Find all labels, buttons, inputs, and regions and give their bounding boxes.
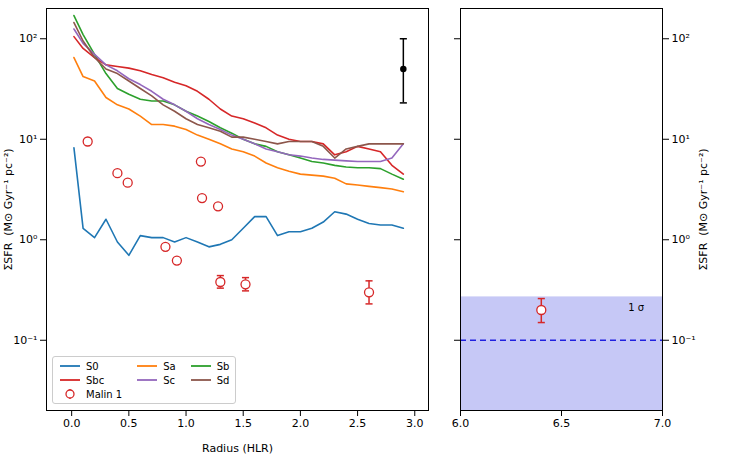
html-text:Malin 1: Malin 1 xyxy=(86,388,123,400)
svg-text:3.0: 3.0 xyxy=(406,417,424,430)
html-text:Sc: Sc xyxy=(163,374,176,386)
svg-text:6.0: 6.0 xyxy=(452,417,470,430)
svg-text:0.0: 0.0 xyxy=(63,417,81,430)
html-text:S0: S0 xyxy=(86,360,99,372)
svg-text:ΣSFR (M⊙ Gyr⁻¹ pc⁻²): ΣSFR (M⊙ Gyr⁻¹ pc⁻²) xyxy=(697,148,710,270)
svg-text:ΣSFR (M⊙ Gyr⁻¹ pc⁻²): ΣSFR (M⊙ Gyr⁻¹ pc⁻²) xyxy=(2,148,15,270)
svg-text:0.5: 0.5 xyxy=(120,417,138,430)
svg-text:1.0: 1.0 xyxy=(177,417,195,430)
html-text:Sd: Sd xyxy=(216,374,230,386)
svg-text:6.5: 6.5 xyxy=(553,417,571,430)
svg-text:7.0: 7.0 xyxy=(654,417,672,430)
svg-text:Radius (HLR): Radius (HLR) xyxy=(202,442,273,454)
svg-text:10⁰: 10⁰ xyxy=(672,233,691,246)
svg-text:2.5: 2.5 xyxy=(349,417,367,430)
svg-text:10⁰: 10⁰ xyxy=(19,233,38,246)
svg-text:2.0: 2.0 xyxy=(292,417,310,430)
svg-text:10²: 10² xyxy=(19,32,37,45)
svg-text:10⁻¹: 10⁻¹ xyxy=(672,334,696,347)
html-text:Sb: Sb xyxy=(216,360,230,372)
html-text:Sa: Sa xyxy=(163,360,176,372)
svg-text:10²: 10² xyxy=(672,32,690,45)
svg-text:1.5: 1.5 xyxy=(234,417,252,430)
svg-text:10¹: 10¹ xyxy=(19,133,37,146)
svg-text:10¹: 10¹ xyxy=(672,133,690,146)
svg-text:1 σ: 1 σ xyxy=(628,302,645,313)
svg-text:10⁻¹: 10⁻¹ xyxy=(13,334,37,347)
html-text:Sbc: Sbc xyxy=(86,374,105,386)
